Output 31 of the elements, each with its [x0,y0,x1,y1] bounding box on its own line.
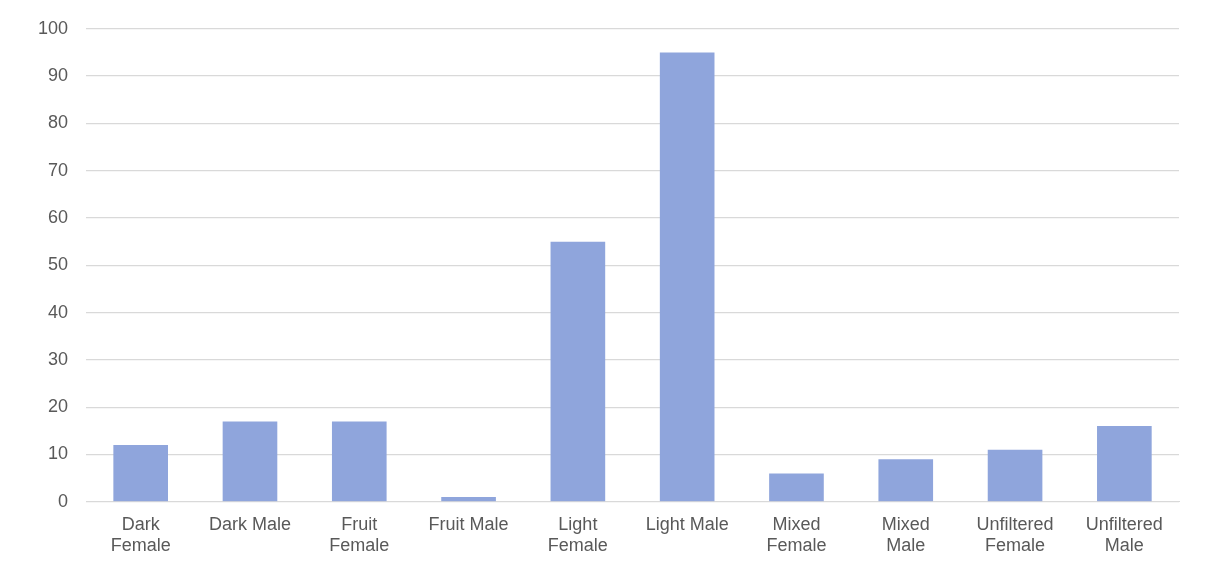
y-tick-label: 50 [48,254,69,275]
y-tick-label: 20 [48,396,69,417]
x-tick-label: Dark Male [208,513,291,534]
x-tick-label: Unfiltered Male [1085,513,1163,556]
y-tick-label: 0 [58,490,69,511]
y-tick-label: 70 [48,159,69,180]
y-tick-label: 30 [48,348,69,369]
bar [769,473,824,502]
x-tick-label: Light Female [547,513,608,556]
bar [878,459,934,502]
y-tick-label: 40 [48,301,69,322]
bar [441,497,496,502]
x-tick-label: Unfiltered Female [976,513,1054,556]
bar [331,421,387,502]
x-tick-label: Light Male [645,513,729,534]
bar [987,449,1043,502]
x-tick-label: Mixed Male [881,513,930,556]
bar [1097,426,1152,502]
y-tick-label: 60 [48,206,69,227]
y-tick-label: 10 [48,443,69,464]
y-tick-label: 100 [37,17,69,38]
bar [113,445,169,502]
bar [659,52,715,502]
bar [550,241,606,502]
x-tick-label: Dark Female [110,513,171,556]
y-tick-label: 80 [48,112,69,133]
bar [222,421,278,502]
x-tick-label: Fruit Male [428,513,509,534]
x-tick-label: Fruit Female [329,513,390,556]
y-tick-label: 90 [48,65,69,86]
x-tick-label: Mixed Female [766,513,827,556]
